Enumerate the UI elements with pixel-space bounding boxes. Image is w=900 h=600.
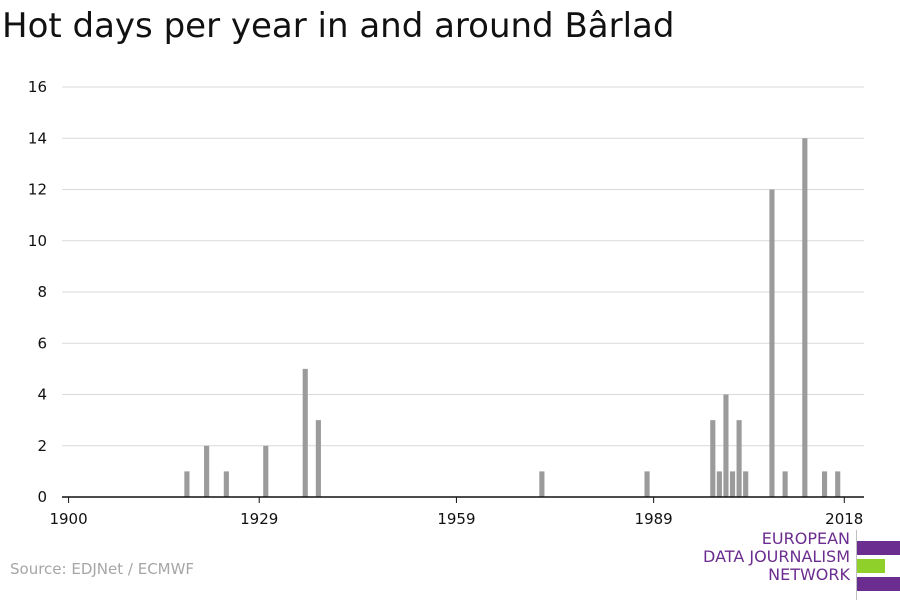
- logo-line-1: EUROPEAN: [761, 529, 850, 548]
- logo-text: EUROPEAN DATA JOURNALISM NETWORK: [703, 530, 850, 584]
- bar: [716, 471, 722, 498]
- x-tick-label: 1989: [635, 510, 673, 528]
- bar: [835, 471, 841, 498]
- logo-bar-middle: [857, 559, 885, 573]
- bar: [302, 368, 308, 498]
- x-tick-label: 2018: [825, 510, 863, 528]
- bar: [802, 138, 808, 497]
- y-tick-label: 10: [28, 232, 47, 250]
- x-axis: [62, 496, 864, 503]
- y-axis-tick-labels: 0 2 4 6 8 10 12 14 16: [28, 78, 47, 506]
- x-tick-label: 1959: [437, 510, 475, 528]
- x-tick-label: 1900: [49, 510, 87, 528]
- y-tick-label: 12: [28, 181, 47, 199]
- gridlines: [62, 86, 864, 447]
- bar: [263, 445, 269, 497]
- bar: [539, 471, 545, 498]
- bar: [644, 471, 650, 498]
- y-tick-label: 6: [37, 334, 47, 352]
- logo-line-2: DATA JOURNALISM: [703, 547, 850, 566]
- bar: [204, 445, 210, 497]
- x-tick-label: 1929: [240, 510, 278, 528]
- y-tick-label: 4: [37, 386, 47, 404]
- bar: [736, 420, 742, 498]
- bar-chart: 0 2 4 6 8 10 12 14 16 1900 1929 1959 1989 2018: [28, 78, 864, 528]
- bar: [315, 420, 321, 498]
- bar: [821, 471, 828, 498]
- y-tick-label: 0: [37, 488, 47, 506]
- bar: [710, 420, 716, 498]
- chart-title: Hot days per year in and around Bârlad: [2, 6, 675, 46]
- bar: [729, 471, 736, 498]
- logo-divider: [856, 530, 857, 600]
- y-tick-label: 8: [37, 283, 47, 301]
- x-axis-tick-labels: 1900 1929 1959 1989 2018: [49, 510, 863, 528]
- logo-line-3: NETWORK: [768, 565, 850, 584]
- y-tick-label: 16: [28, 78, 47, 96]
- edjnet-logo: EUROPEAN DATA JOURNALISM NETWORK: [700, 530, 900, 600]
- bars: [184, 138, 841, 498]
- bar: [769, 189, 775, 497]
- bar: [223, 471, 229, 498]
- y-tick-label: 2: [37, 437, 47, 455]
- bar: [782, 471, 788, 498]
- logo-bar-bottom: [857, 577, 900, 591]
- source-note: Source: EDJNet / ECMWF: [10, 560, 195, 578]
- bar: [723, 394, 729, 497]
- y-tick-label: 14: [28, 129, 47, 147]
- logo-bar-top: [857, 541, 900, 555]
- bar: [184, 471, 190, 498]
- bar: [743, 471, 749, 498]
